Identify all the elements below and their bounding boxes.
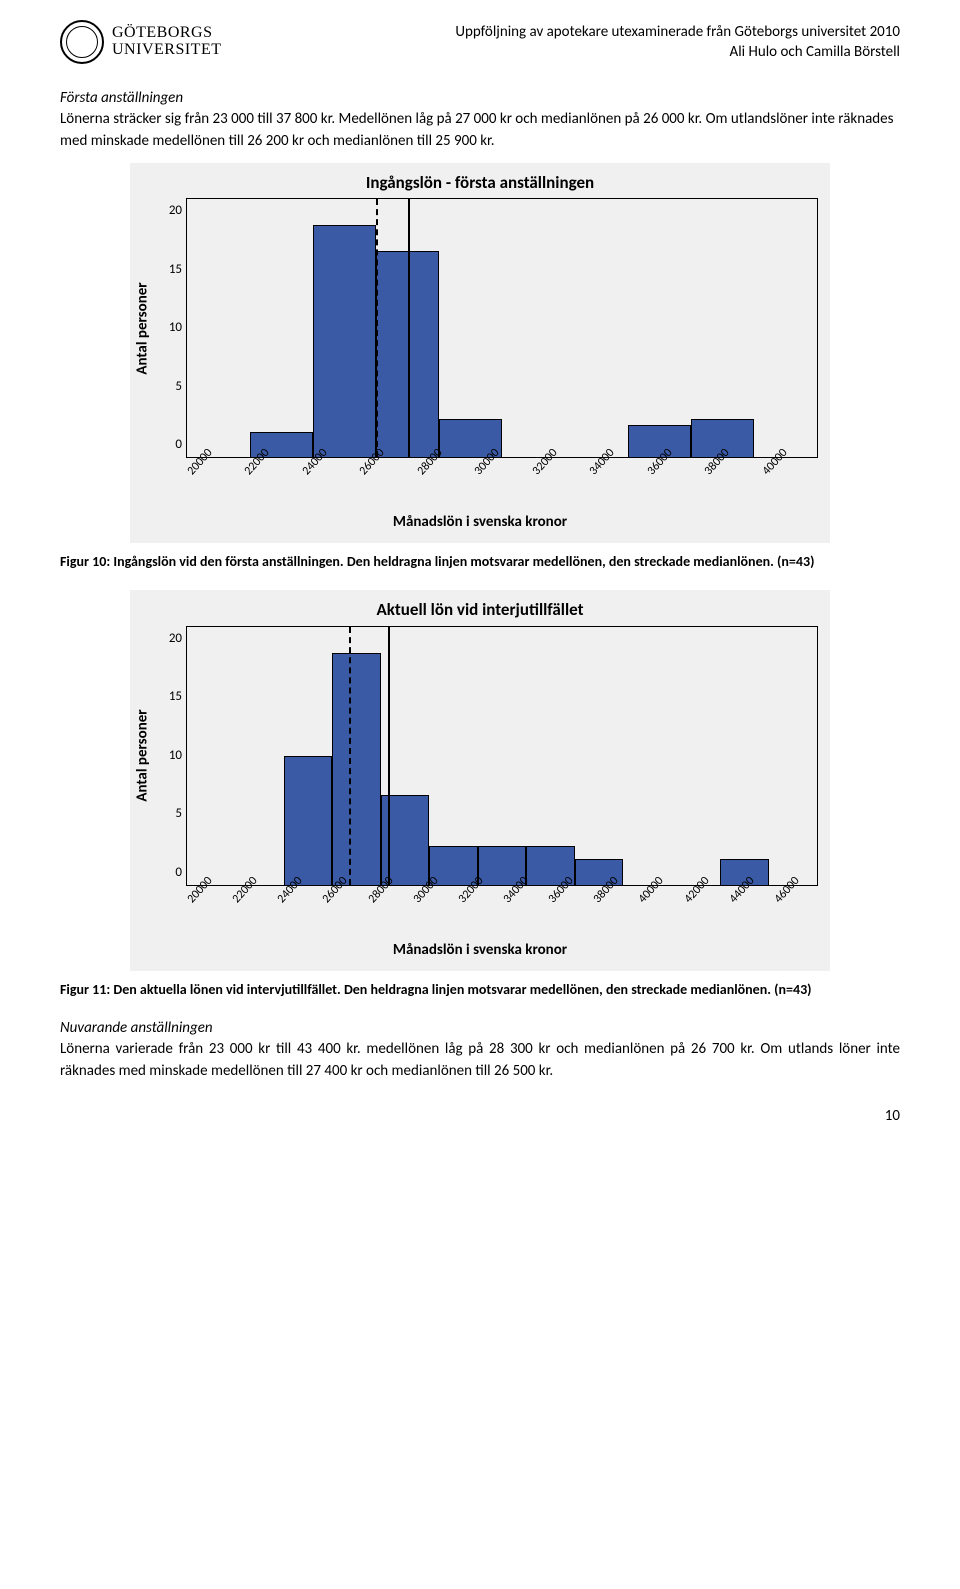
chart2-yticks: 20 15 10 5 0 <box>156 626 186 886</box>
chart2-box: Aktuell lön vid interjutillfället Antal … <box>130 590 830 971</box>
chart1-xticks: 2000022000240002600028000300003200034000… <box>186 458 818 498</box>
chart2-plot-area <box>186 626 818 886</box>
chart1-ytick: 20 <box>156 202 182 220</box>
chart2-plot-row: Antal personer 20 15 10 5 0 <box>130 626 830 886</box>
chart2-xlabel: Månadslön i svenska kronor <box>130 926 830 967</box>
chart2-bar-slot <box>478 627 526 885</box>
chart2-bar <box>332 653 380 885</box>
chart2-ylabel-wrap: Antal personer <box>130 626 156 886</box>
chart1-bar-slot <box>691 199 754 457</box>
chart1: Ingångslön - första anställningen Antal … <box>130 163 830 544</box>
chart2-bar-slot <box>575 627 623 885</box>
chart2-bar-slot <box>720 627 768 885</box>
doc-authors: Ali Hulo och Camilla Börstell <box>233 42 900 62</box>
chart2-bar-slot <box>623 627 671 885</box>
chart1-bars <box>187 199 817 457</box>
chart1-ylabel-wrap: Antal personer <box>130 198 156 458</box>
page-number: 10 <box>60 1106 900 1127</box>
chart1-ytick: 10 <box>156 319 182 337</box>
chart1-xlabel: Månadslön i svenska kronor <box>130 498 830 539</box>
chart2-median-line <box>349 627 351 885</box>
chart1-bar <box>313 225 376 457</box>
chart2-mean-line <box>388 627 390 885</box>
chart2-title: Aktuell lön vid interjutillfället <box>130 590 830 626</box>
chart1-ylabel: Antal personer <box>133 282 154 374</box>
chart2-ytick: 10 <box>156 747 182 765</box>
logo-line1: GÖTEBORGS <box>112 25 221 42</box>
university-logo: GÖTEBORGS UNIVERSITET <box>60 20 221 64</box>
chart1-ytick: 15 <box>156 261 182 279</box>
chart2-ytick: 0 <box>156 864 182 882</box>
chart1-bar-slot <box>754 199 817 457</box>
chart1-bar-slot <box>187 199 250 457</box>
chart2-bar-slot <box>526 627 574 885</box>
logo-text: GÖTEBORGS UNIVERSITET <box>112 25 221 59</box>
chart2-bar-slot <box>235 627 283 885</box>
section1-paragraph: Lönerna sträcker sig från 23 000 till 37… <box>60 109 900 153</box>
figure10-caption: Figur 10: Ingångslön vid den första anst… <box>60 553 900 572</box>
header-right: Uppföljning av apotekare utexaminerade f… <box>233 20 900 63</box>
chart1-plot-row: Antal personer 20 15 10 5 0 <box>130 198 830 458</box>
section1-heading: Första anställningen <box>60 88 900 109</box>
chart2-bar-slot <box>672 627 720 885</box>
chart1-ytick: 5 <box>156 378 182 396</box>
figure11-caption: Figur 11: Den aktuella lönen vid intervj… <box>60 981 900 1000</box>
doc-title: Uppföljning av apotekare utexaminerade f… <box>233 22 900 42</box>
logo-seal-icon <box>60 20 104 64</box>
chart2-ylabel: Antal personer <box>133 710 154 802</box>
chart1-title: Ingångslön - första anställningen <box>130 163 830 199</box>
chart1-bar-slot <box>250 199 313 457</box>
chart1-ytick: 0 <box>156 436 182 454</box>
chart2-bar-slot <box>429 627 477 885</box>
chart2-ytick: 15 <box>156 688 182 706</box>
chart2-ytick: 20 <box>156 630 182 648</box>
chart1-box: Ingångslön - första anställningen Antal … <box>130 163 830 544</box>
section2-paragraph: Lönerna varierade från 23 000 kr till 43… <box>60 1039 900 1083</box>
chart1-bar-slot <box>439 199 502 457</box>
chart2-bar-slot <box>187 627 235 885</box>
chart1-yticks: 20 15 10 5 0 <box>156 198 186 458</box>
logo-line2: UNIVERSITET <box>112 42 221 59</box>
chart2-bar-slot <box>284 627 332 885</box>
chart2-xticks: 2000022000240002600028000300003200034000… <box>186 886 818 926</box>
chart2-bar-slot <box>332 627 380 885</box>
chart1-bar-slot <box>628 199 691 457</box>
chart1-bar-slot <box>313 199 376 457</box>
page-header: GÖTEBORGS UNIVERSITET Uppföljning av apo… <box>60 20 900 64</box>
chart1-median-line <box>376 199 378 457</box>
chart2-ytick: 5 <box>156 805 182 823</box>
chart1-bar-slot <box>565 199 628 457</box>
chart1-plot-area <box>186 198 818 458</box>
chart1-mean-line <box>408 199 410 457</box>
section2-heading: Nuvarande anställningen <box>60 1018 900 1039</box>
chart2-bar-slot <box>769 627 817 885</box>
chart2-bars <box>187 627 817 885</box>
chart1-bar-slot <box>502 199 565 457</box>
chart2: Aktuell lön vid interjutillfället Antal … <box>130 590 830 971</box>
